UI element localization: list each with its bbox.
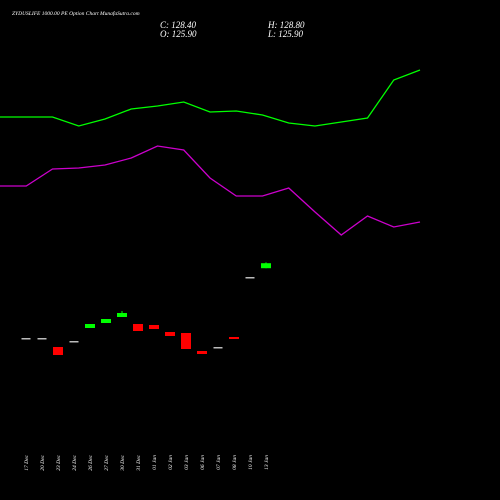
candle-body — [133, 324, 143, 331]
x-tick-label: 31 Dec — [136, 454, 142, 471]
chart-title: ZYDUSLIFE 1000.00 PE Option Chart Munafa… — [12, 10, 140, 17]
candle-body — [181, 333, 191, 349]
candle-body — [165, 332, 175, 336]
x-tick-label: 24 Dec — [71, 454, 78, 470]
x-tick-label: 13 Jan — [264, 455, 270, 470]
x-tick-label: 08 Jan — [232, 455, 238, 470]
candle-body — [229, 337, 239, 339]
x-tick-label: 20 Dec — [40, 454, 46, 470]
candle-body — [245, 277, 255, 279]
candle-body — [149, 325, 159, 329]
x-tick-label: 01 Jan — [152, 455, 158, 470]
x-tick-label: 23 Dec — [56, 454, 62, 470]
candle-body — [213, 347, 223, 349]
x-tick-label: 03 Jan — [184, 455, 190, 470]
candle-body — [101, 319, 111, 323]
candle-body — [117, 313, 127, 317]
x-tick-label: 30 Dec — [120, 454, 126, 471]
candle-body — [197, 351, 207, 354]
candle-body — [37, 338, 47, 340]
x-tick-label: 27 Dec — [104, 454, 110, 470]
x-tick-label: 26 Dec — [88, 454, 94, 470]
line-series — [0, 145, 421, 236]
ohlc-label: L: 125.90 — [267, 29, 304, 39]
candle-body — [21, 338, 31, 340]
candle-body — [53, 347, 63, 355]
x-tick-label: 06 Jan — [200, 455, 206, 470]
candle-body — [261, 263, 271, 269]
x-tick-label: 10 Jan — [248, 455, 254, 470]
x-tick-label: 07 Jan — [216, 455, 222, 470]
candle-body — [85, 324, 95, 328]
ohlc-label: C: 128.40 — [160, 20, 197, 30]
x-tick-label: 02 Jan — [168, 455, 174, 470]
ohlc-label: H: 128.80 — [267, 20, 305, 30]
line-series — [0, 69, 421, 127]
ohlc-label: O: 125.90 — [160, 29, 197, 39]
x-tick-label: 17 Dec — [24, 454, 30, 470]
candle-body — [69, 341, 79, 343]
